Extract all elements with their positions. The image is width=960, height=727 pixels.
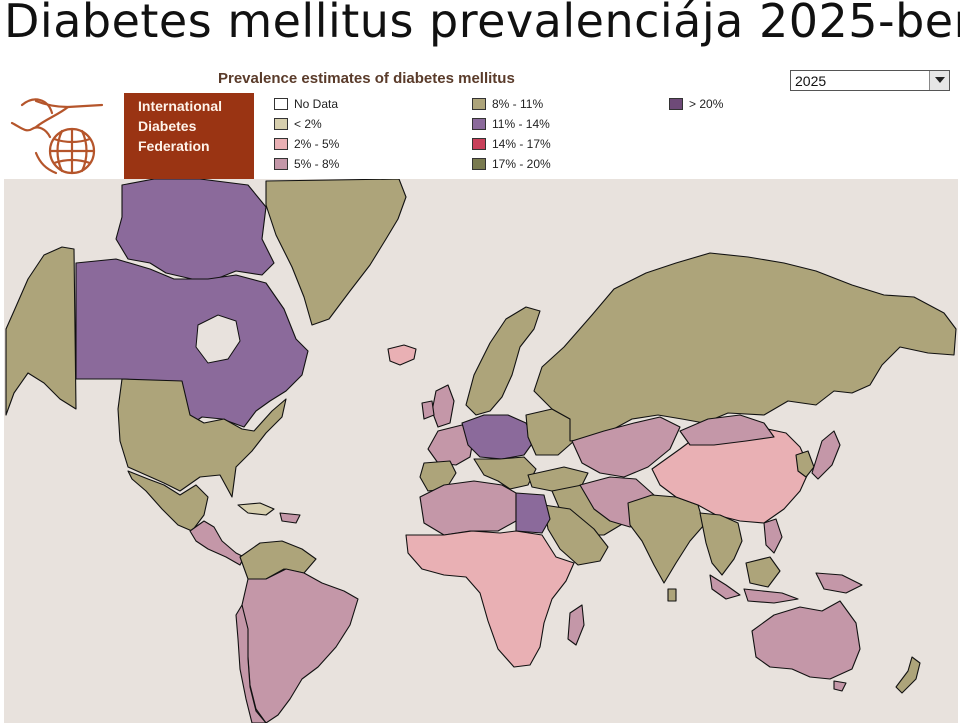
legend-swatch: [472, 118, 486, 130]
legend-label: > 20%: [689, 97, 724, 111]
region-new-guinea[interactable]: [815, 572, 863, 594]
region-ireland[interactable]: [421, 400, 435, 420]
org-name-line: Federation: [138, 138, 210, 154]
idf-logo-box: International Diabetes Federation: [124, 93, 254, 179]
chevron-down-icon[interactable]: [929, 71, 949, 90]
region-japan[interactable]: [811, 430, 841, 480]
legend-label: No Data: [294, 97, 339, 111]
region-central-europe[interactable]: [461, 414, 535, 460]
world-map: [4, 179, 958, 723]
region-se-asia[interactable]: [699, 512, 743, 576]
map-title: Prevalence estimates of diabetes mellitu…: [218, 70, 515, 87]
region-india[interactable]: [627, 494, 705, 584]
region-iceland[interactable]: [387, 344, 417, 366]
region-caribbean[interactable]: [237, 502, 275, 516]
region-philippines[interactable]: [763, 518, 783, 554]
region-scandinavia[interactable]: [465, 306, 541, 416]
region-usa[interactable]: [117, 378, 287, 498]
legend-item: 8% - 11%: [472, 97, 543, 113]
org-name-line: Diabetes: [138, 118, 197, 134]
region-caribbean[interactable]: [279, 512, 301, 524]
region-russia[interactable]: [533, 252, 957, 442]
region-egypt[interactable]: [515, 492, 551, 534]
hudson-bay: [195, 314, 241, 364]
region-arctic-islands[interactable]: [115, 179, 275, 280]
legend-swatch: [274, 138, 288, 150]
legend-swatch: [472, 158, 486, 170]
legend-item: < 2%: [274, 117, 322, 133]
year-dropdown-value: 2025: [795, 73, 827, 89]
region-greenland[interactable]: [265, 179, 407, 326]
legend-label: 5% - 8%: [294, 157, 340, 171]
slide-title: Diabetes mellitus prevalenciája 2025-ben: [4, 0, 960, 48]
region-mongolia[interactable]: [679, 414, 775, 446]
legend-label: 2% - 5%: [294, 137, 340, 151]
legend-item: 17% - 20%: [472, 157, 551, 173]
region-sri-lanka[interactable]: [667, 588, 677, 602]
legend-item: No Data: [274, 97, 338, 113]
region-korea[interactable]: [795, 450, 815, 478]
region-alaska[interactable]: [5, 246, 77, 416]
legend-label: 17% - 20%: [492, 157, 551, 171]
legend-swatch: [274, 118, 288, 130]
org-name-line: International: [138, 98, 223, 114]
diabetes-map-panel: Prevalence estimates of diabetes mellitu…: [4, 67, 958, 723]
region-mexico[interactable]: [127, 470, 209, 532]
legend-item: 14% - 17%: [472, 137, 551, 153]
legend-swatch: [274, 98, 288, 110]
year-dropdown[interactable]: 2025: [790, 70, 950, 91]
region-indonesia[interactable]: [709, 574, 741, 600]
region-arabia[interactable]: [543, 504, 609, 566]
region-sub-saharan-africa[interactable]: [405, 530, 575, 668]
legend-label: 8% - 11%: [492, 97, 544, 111]
map-header: Prevalence estimates of diabetes mellitu…: [4, 67, 958, 180]
region-central-asia[interactable]: [571, 416, 681, 478]
legend-item: 11% - 14%: [472, 117, 550, 133]
legend-swatch: [669, 98, 683, 110]
region-madagascar[interactable]: [567, 604, 585, 646]
region-andes[interactable]: [235, 604, 267, 723]
region-new-zealand[interactable]: [895, 656, 921, 694]
region-indonesia[interactable]: [743, 588, 799, 604]
region-italy-balkans[interactable]: [473, 456, 537, 490]
legend-label: 11% - 14%: [492, 117, 550, 131]
legend-swatch: [472, 138, 486, 150]
region-borneo[interactable]: [745, 556, 781, 588]
region-australia[interactable]: [751, 600, 861, 680]
legend-item: 2% - 5%: [274, 137, 339, 153]
region-tasmania[interactable]: [833, 680, 847, 692]
legend-item: 5% - 8%: [274, 157, 339, 173]
legend-label: < 2%: [294, 117, 322, 131]
legend-item: > 20%: [669, 97, 723, 113]
bird-globe-logo-icon: [10, 98, 104, 175]
legend-label: 14% - 17%: [492, 137, 551, 151]
legend-swatch: [274, 158, 288, 170]
legend-swatch: [472, 98, 486, 110]
